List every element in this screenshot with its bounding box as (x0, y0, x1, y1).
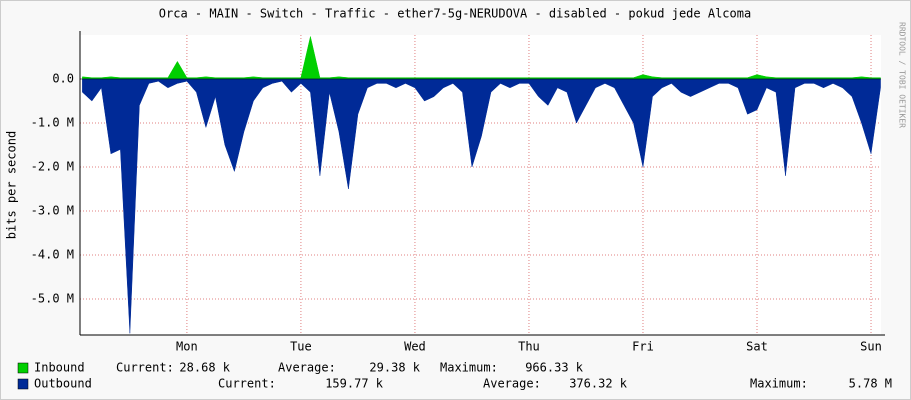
y-tick-label: -1.0 M (31, 116, 74, 130)
x-tick-label: Sat (746, 340, 768, 354)
area-0 (82, 36, 881, 80)
legend-stat-label: Current: (116, 361, 174, 375)
legend-stat-value: 376.32 k (569, 377, 628, 391)
chart-title: Orca - MAIN - Switch - Traffic - ether7-… (159, 7, 751, 21)
watermark: RRDTOOL / TOBI OETIKER (898, 22, 907, 128)
legend-stat-label: Current: (218, 377, 276, 391)
legend-label: Inbound (34, 361, 85, 375)
legend-stat-value: 966.33 k (525, 361, 584, 375)
y-axis-label: bits per second (5, 131, 19, 239)
legend-stat-value: 28.68 k (179, 361, 230, 375)
legend-stat-value: 159.77 k (325, 377, 384, 391)
y-tick-label: -4.0 M (31, 248, 74, 262)
x-tick-label: Fri (632, 340, 654, 354)
x-tick-label: Sun (860, 340, 882, 354)
legend-label: Outbound (34, 377, 92, 391)
legend-swatch (17, 362, 29, 374)
y-tick-label: -3.0 M (31, 204, 74, 218)
area-1 (82, 78, 881, 334)
legend-stat-value: 29.38 k (369, 361, 420, 375)
y-tick-label: -2.0 M (31, 160, 74, 174)
x-tick-label: Tue (290, 340, 312, 354)
x-tick-label: Mon (176, 340, 198, 354)
legend-stat-value: 5.78 M (849, 377, 892, 391)
legend-stat-label: Maximum: (440, 361, 498, 375)
legend-stat-label: Maximum: (750, 377, 808, 391)
y-tick-label: 0.0 (52, 72, 74, 86)
legend-swatch (17, 378, 29, 390)
legend-stat-label: Average: (278, 361, 336, 375)
x-tick-label: Wed (404, 340, 426, 354)
x-tick-label: Thu (518, 340, 540, 354)
y-tick-label: -5.0 M (31, 292, 74, 306)
legend-stat-label: Average: (483, 377, 541, 391)
